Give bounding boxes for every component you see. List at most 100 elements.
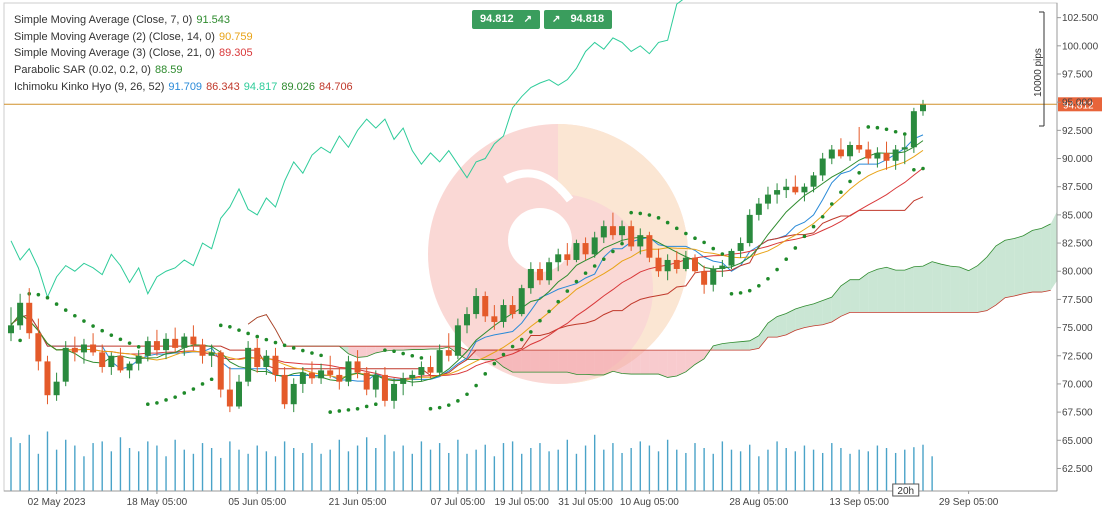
candle <box>491 305 498 330</box>
legend-row[interactable]: Parabolic SAR (0.02, 0.2, 0) 88.59 <box>14 62 353 79</box>
sar-dot <box>693 236 697 241</box>
candle <box>345 355 352 387</box>
candle <box>746 209 753 247</box>
candle-body <box>400 378 407 384</box>
price-tick-label: 82.500 <box>1062 239 1093 250</box>
sar-dot <box>501 352 506 357</box>
chikou-span-line <box>10 0 684 299</box>
sar-dot <box>848 179 852 184</box>
sar-dot <box>246 331 250 336</box>
candle <box>609 212 616 240</box>
candle <box>920 99 926 116</box>
indicator-lines <box>10 0 1051 383</box>
candle <box>527 262 534 294</box>
time-tick-label: 29 Sep 05:00 <box>939 497 999 508</box>
sar-dot <box>109 333 114 337</box>
candle-body <box>26 302 33 334</box>
sar-dot <box>866 125 871 129</box>
legend-value: 91.709 <box>168 80 203 93</box>
cloud-segment <box>603 350 613 375</box>
cloud-segment <box>932 261 942 313</box>
sar-dot <box>483 372 488 376</box>
candle-body <box>527 268 534 289</box>
candle-body <box>217 352 224 390</box>
cloud-segment <box>631 350 641 375</box>
sar-dot <box>374 402 378 406</box>
candle-body <box>518 288 525 315</box>
candle-body <box>226 389 233 407</box>
candle-body <box>874 152 881 159</box>
sar-dot <box>620 241 624 246</box>
candle <box>272 347 279 382</box>
buy-button[interactable]: ↗ 94.818 <box>544 10 613 29</box>
candlesticks <box>8 99 926 413</box>
cloud-segment <box>567 350 577 375</box>
legend-row[interactable]: Ichimoku Kinko Hyo (9, 26, 52) 91.709 86.3… <box>14 79 353 96</box>
cloud-segment <box>695 350 705 365</box>
cloud-segment <box>1023 230 1033 294</box>
candle <box>17 293 24 330</box>
sar-dot <box>757 283 761 288</box>
cloud-segment <box>576 350 586 375</box>
legend-value: 86.343 <box>206 80 240 93</box>
candle-body <box>637 235 644 247</box>
candle <box>482 291 489 322</box>
price-tick-label: 92.500 <box>1062 126 1093 137</box>
candle-body <box>901 147 908 150</box>
candle-body <box>701 271 708 285</box>
cloud-segment <box>786 308 796 335</box>
candle <box>400 372 407 396</box>
candle <box>217 350 224 398</box>
cloud-segment <box>913 266 923 313</box>
candle <box>892 145 899 170</box>
candle <box>418 361 425 382</box>
price-tick-label: 87.500 <box>1062 182 1093 193</box>
sar-dot <box>629 210 633 215</box>
cloud-segment <box>622 350 632 375</box>
current-price-line: 94.812 <box>4 97 1102 112</box>
legend-label: Simple Moving Average (2) (Close, 14, 0) <box>14 30 215 43</box>
candle-body <box>764 194 771 204</box>
candle-body <box>828 149 835 159</box>
sar-dot <box>392 349 396 354</box>
candle <box>591 231 598 258</box>
price-tick-label: 95.000 <box>1062 98 1093 109</box>
legend-row[interactable]: Simple Moving Average (3) (Close, 21, 0)… <box>14 45 353 62</box>
time-cursor: 20h <box>892 483 920 497</box>
candle <box>126 361 133 379</box>
candle <box>774 183 781 204</box>
candle-body <box>172 338 179 348</box>
time-tick-label: 28 Aug 05:00 <box>729 497 788 508</box>
cloud-segment <box>1005 238 1015 298</box>
ichimoku-cloud <box>248 211 1057 378</box>
candle <box>208 344 215 368</box>
time-tick-label: 05 Jun 05:00 <box>228 497 286 508</box>
legend-row[interactable]: Simple Moving Average (2) (Close, 14, 0)… <box>14 29 353 46</box>
sar-dot <box>802 234 807 239</box>
sar-dot <box>346 408 351 412</box>
candle <box>664 254 671 281</box>
legend-row[interactable]: Simple Moving Average (Close, 7, 0) 91.54… <box>14 12 353 29</box>
candle-body <box>573 243 580 260</box>
volume-bars <box>10 431 933 491</box>
sar-dot <box>173 395 177 399</box>
cloud-segment <box>667 350 677 378</box>
candle-body <box>600 226 607 238</box>
sar-dot <box>73 313 77 318</box>
candle-body <box>436 350 443 373</box>
legend-value: 94.817 <box>243 80 278 93</box>
sell-button[interactable]: 94.812 ↗ <box>472 10 541 29</box>
sar-dot <box>702 240 706 245</box>
candle-body <box>445 350 452 356</box>
cloud-segment <box>923 261 933 313</box>
candle <box>299 367 306 393</box>
cloud-segment <box>722 342 732 351</box>
candle <box>518 284 525 317</box>
time-tick-label: 31 Jul 05:00 <box>558 497 613 508</box>
sar-dot <box>547 309 551 314</box>
price-tick-label: 90.000 <box>1062 154 1093 165</box>
candle-body <box>509 305 516 315</box>
sar-dot <box>884 127 889 132</box>
sar-dot <box>592 264 597 268</box>
